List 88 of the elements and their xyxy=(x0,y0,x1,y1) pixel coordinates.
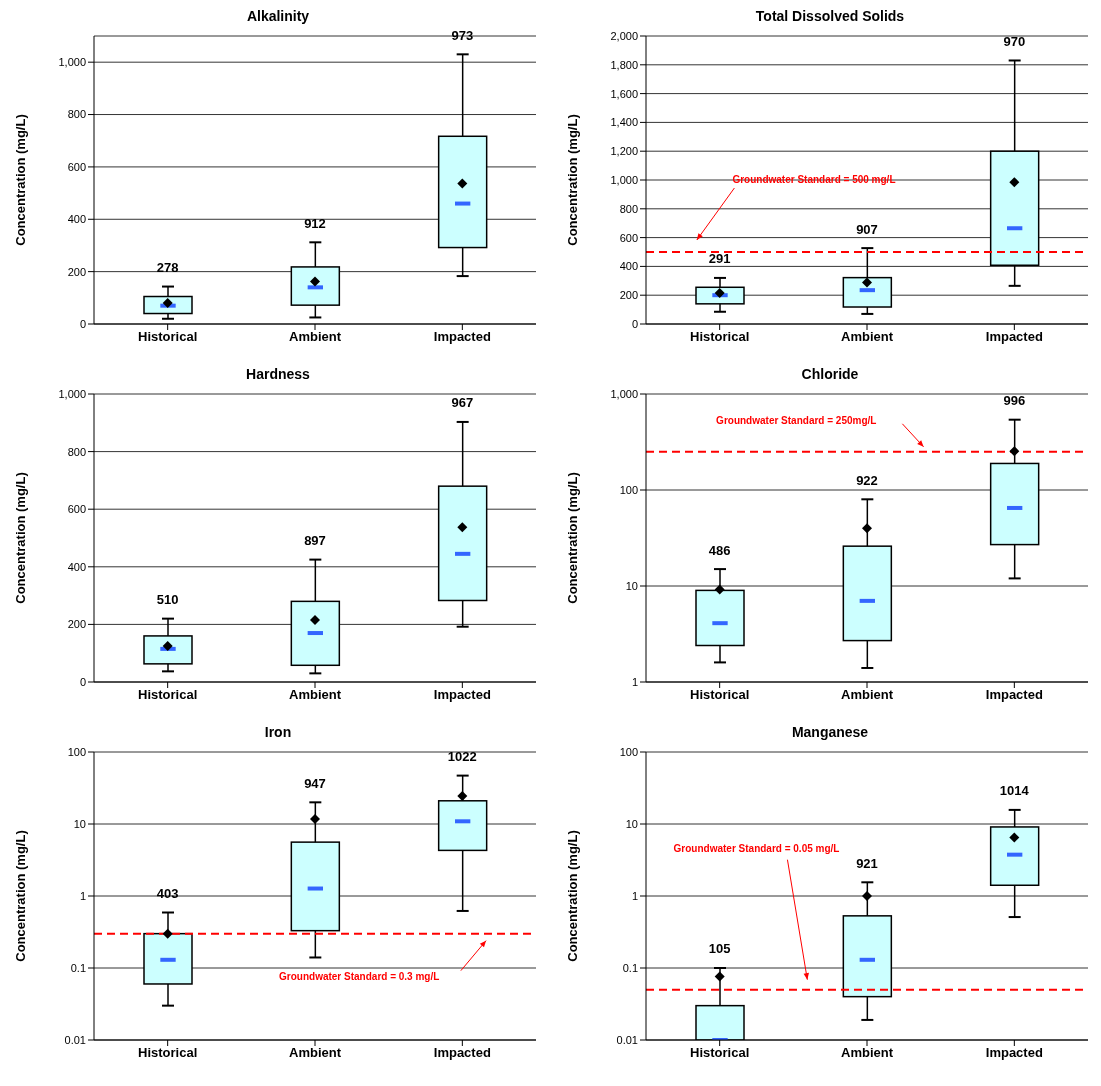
x-tick-label: Impacted xyxy=(985,687,1043,703)
y-tick-label: 100 xyxy=(619,483,638,496)
y-tick-label: 1 xyxy=(79,889,86,902)
x-tick-label: Ambient xyxy=(841,687,894,703)
x-tick-label: Ambient xyxy=(289,329,342,345)
annotation: 291 xyxy=(708,251,731,267)
y-tick-label: 0 xyxy=(631,317,638,330)
y-tick-label: 100 xyxy=(619,745,638,758)
y-axis-title: Concentration (mg/L) xyxy=(564,114,580,246)
x-tick-label: Historical xyxy=(138,687,198,703)
x-tick-label: Ambient xyxy=(841,329,894,345)
y-tick-label: 0 xyxy=(79,317,86,330)
y-tick-label: 0.1 xyxy=(622,961,638,974)
y-axis-title: Concentration (mg/L) xyxy=(12,114,28,246)
y-tick-label: 0.01 xyxy=(64,1033,86,1046)
y-tick-label: 1,800 xyxy=(610,58,638,71)
y-tick-label: 10 xyxy=(625,817,638,830)
y-tick-label: 0 xyxy=(79,675,86,688)
y-axis-title: Concentration (mg/L) xyxy=(564,830,580,962)
y-tick-label: 1,000 xyxy=(58,387,86,400)
y-tick-label: 10 xyxy=(73,817,86,830)
y-tick-label: 1,400 xyxy=(610,116,638,129)
annotation: 947 xyxy=(304,775,326,791)
annotation: 510 xyxy=(156,592,179,608)
x-tick-label: Historical xyxy=(690,1045,750,1061)
y-axis-title: Concentration (mg/L) xyxy=(12,830,28,962)
annotation: 967 xyxy=(451,395,474,411)
y-tick-label: 400 xyxy=(619,260,638,273)
x-tick-label: Impacted xyxy=(433,329,491,345)
y-tick-label: 800 xyxy=(67,445,86,458)
chart-title: Chloride xyxy=(800,366,860,384)
x-tick-label: Historical xyxy=(138,329,198,345)
y-tick-label: 2,000 xyxy=(610,29,638,42)
annotation: 1022 xyxy=(447,749,477,765)
ref-line-label: Groundwater Standard = 0.05 mg/L xyxy=(673,843,840,855)
y-tick-label: 1,200 xyxy=(610,145,638,158)
x-tick-label: Impacted xyxy=(433,1045,491,1061)
y-tick-label: 200 xyxy=(67,265,86,278)
y-tick-label: 1,600 xyxy=(610,87,638,100)
y-tick-label: 0.01 xyxy=(616,1033,638,1046)
ref-line-label: Groundwater Standard = 0.3 mg/L xyxy=(279,971,440,983)
annotation: 912 xyxy=(304,215,326,231)
ref-line-label: Groundwater Standard = 250mg/L xyxy=(716,415,877,427)
annotation: 973 xyxy=(451,27,474,43)
y-tick-label: 600 xyxy=(619,231,638,244)
y-tick-label: 1,000 xyxy=(610,387,638,400)
y-tick-label: 10 xyxy=(625,579,638,592)
x-tick-label: Historical xyxy=(138,1045,198,1061)
chart-title: Hardness xyxy=(245,366,311,384)
x-tick-label: Ambient xyxy=(289,1045,342,1061)
x-tick-label: Historical xyxy=(690,687,750,703)
y-tick-label: 800 xyxy=(619,202,638,215)
y-tick-label: 400 xyxy=(67,560,86,573)
annotation: 403 xyxy=(156,885,179,901)
x-tick-label: Impacted xyxy=(433,687,491,703)
y-axis-title: Concentration (mg/L) xyxy=(12,472,28,604)
y-tick-label: 400 xyxy=(67,213,86,226)
y-tick-label: 1 xyxy=(631,675,638,688)
y-tick-label: 600 xyxy=(67,503,86,516)
annotation: 907 xyxy=(856,221,878,237)
annotation: 996 xyxy=(1003,393,1026,409)
y-tick-label: 600 xyxy=(67,160,86,173)
y-tick-label: 200 xyxy=(67,618,86,631)
chart-title: Total Dissolved Solids xyxy=(754,8,906,26)
annotation: 1014 xyxy=(999,783,1030,799)
x-tick-label: Impacted xyxy=(985,1045,1043,1061)
y-axis-title: Concentration (mg/L) xyxy=(564,472,580,604)
annotation: 922 xyxy=(856,472,878,488)
y-tick-label: 800 xyxy=(67,108,86,121)
y-tick-label: 100 xyxy=(67,745,86,758)
y-tick-label: 1,000 xyxy=(610,173,638,186)
x-tick-label: Ambient xyxy=(841,1045,894,1061)
annotation: 897 xyxy=(304,533,326,549)
y-tick-label: 0.1 xyxy=(70,961,86,974)
x-tick-label: Ambient xyxy=(289,687,342,703)
chart-title: Manganese xyxy=(790,724,870,742)
y-tick-label: 1,000 xyxy=(58,56,86,69)
chart-title: Iron xyxy=(263,724,293,742)
annotation: 486 xyxy=(708,542,731,558)
annotation: 921 xyxy=(856,855,878,871)
y-tick-label: 1 xyxy=(631,889,638,902)
y-tick-label: 200 xyxy=(619,289,638,302)
annotation: 970 xyxy=(1003,33,1026,49)
x-tick-label: Historical xyxy=(690,329,750,345)
x-tick-label: Impacted xyxy=(985,329,1043,345)
ref-line-label: Groundwater Standard = 500 mg/L xyxy=(732,173,896,185)
annotation: 105 xyxy=(708,941,731,957)
chart-title: Alkalinity xyxy=(245,8,311,26)
